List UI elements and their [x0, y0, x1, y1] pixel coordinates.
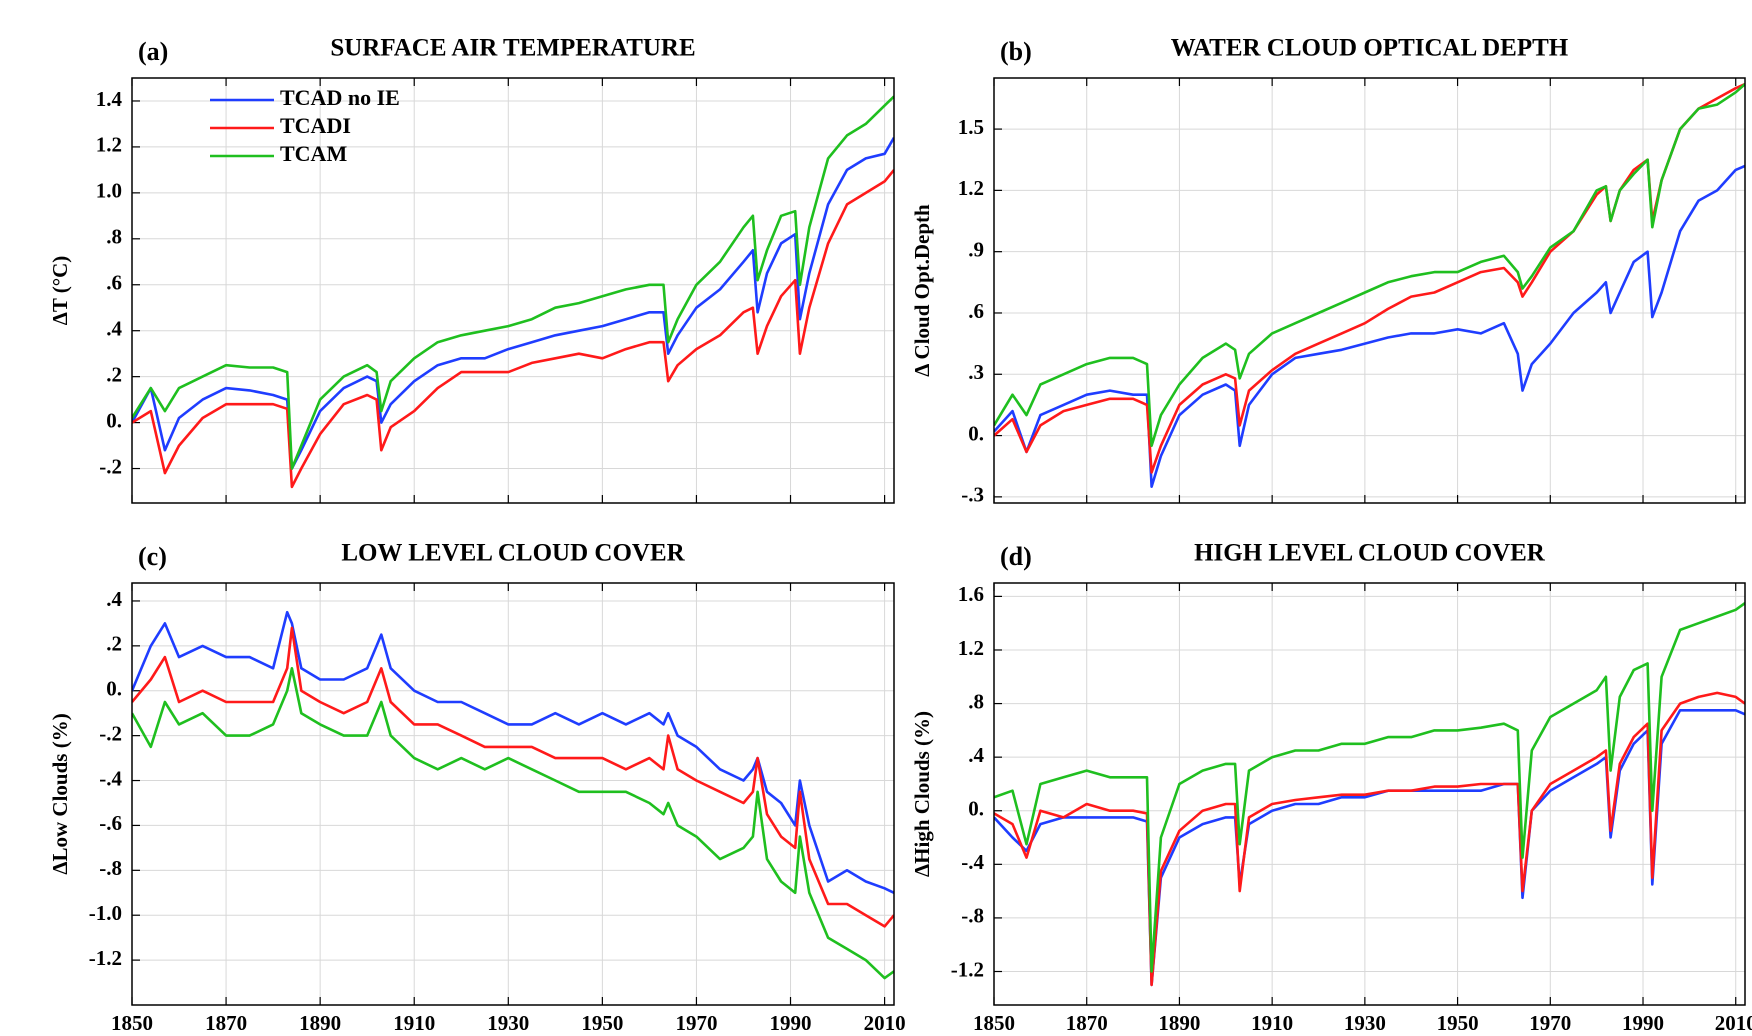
y-tick-label: .4: [106, 317, 122, 341]
chart-title: HIGH LEVEL CLOUD COVER: [1194, 540, 1546, 567]
y-tick-label: .9: [968, 237, 984, 261]
x-tick-label: 1950: [581, 1011, 623, 1035]
series-group: [994, 602, 1745, 987]
y-tick-label: -.4: [99, 766, 122, 790]
series-group: [994, 82, 1745, 488]
x-tick-label: 1870: [1066, 1011, 1108, 1035]
y-tick-label: -.4: [961, 850, 984, 874]
x-tick-label: 1910: [1251, 1011, 1293, 1035]
x-tick-label: 2010: [1715, 1011, 1752, 1035]
y-tick-label: .8: [106, 225, 122, 249]
y-tick-label: -1.2: [951, 957, 984, 981]
plot-frame: [131, 582, 895, 1006]
x-tick-label: 1870: [205, 1011, 247, 1035]
y-tick-label: 1.0: [96, 179, 122, 203]
x-tick-label: 1990: [770, 1011, 812, 1035]
x-tick-label: 1970: [1529, 1011, 1571, 1035]
y-axis-label: Δ Cloud Opt.Depth: [910, 204, 934, 377]
data-line: [132, 626, 894, 928]
y-tick-label: .6: [106, 271, 122, 295]
data-line: [994, 164, 1745, 488]
panel: -1.2 -1.0 -.8 -.6 -.4 -.2 0. .2 .4 1850 1870 1890 19…: [48, 540, 906, 1035]
y-tick-label: 1.5: [958, 115, 984, 139]
plot-frame: [131, 77, 895, 504]
y-tick-label: -.2: [99, 721, 122, 745]
legend-label: TCAD no IE: [280, 85, 400, 110]
data-line: [994, 83, 1745, 448]
y-tick-label: .3: [968, 360, 984, 384]
y-tick-label: -.6: [99, 811, 122, 835]
series-group: [132, 610, 894, 980]
x-tick-label: 1970: [675, 1011, 717, 1035]
y-tick-label: 1.2: [958, 176, 984, 200]
x-tick-label: 1850: [111, 1011, 153, 1035]
x-tick-label: 1950: [1437, 1011, 1479, 1035]
panel: -.2 0. .2 .4 .6 .8 1.0 1.2 1.4 (a) SURFACE AIR TEM…: [48, 35, 895, 504]
y-axis-label: ΔT (°C): [48, 256, 72, 326]
chart-title: LOW LEVEL CLOUD COVER: [341, 540, 685, 567]
y-tick-label: .6: [968, 299, 984, 323]
panel-label: (c): [138, 542, 167, 571]
panel: -1.2 -.8 -.4 0. .4 .8 1.2 1.6 1850 1870 1890 1910 19…: [910, 540, 1752, 1035]
x-tick-label: 1910: [393, 1011, 435, 1035]
panel: -.3 0. .3 .6 .9 1.2 1.5 (b) WATER CLOUD OPTICAL …: [910, 35, 1746, 507]
legend-label: TCADI: [280, 113, 351, 138]
data-line: [132, 95, 894, 470]
data-line: [132, 610, 894, 894]
y-tick-label: -1.2: [89, 946, 122, 970]
x-tick-label: 1890: [299, 1011, 341, 1035]
plot-frame: [993, 582, 1746, 1006]
data-line: [994, 602, 1745, 973]
panel-label: (d): [1000, 542, 1032, 571]
y-axis-label: ΔLow Clouds (%): [48, 713, 72, 874]
y-axis-label: ΔHigh Clouds (%): [910, 711, 934, 877]
data-line: [132, 137, 894, 470]
y-tick-label: .2: [106, 362, 122, 386]
x-tick-label: 1930: [487, 1011, 529, 1035]
y-tick-label: 0.: [106, 408, 122, 432]
y-tick-label: 0.: [106, 677, 122, 701]
y-tick-label: -.8: [99, 856, 122, 880]
data-line: [994, 691, 1745, 987]
data-line: [132, 667, 894, 980]
y-tick-label: -.3: [961, 483, 984, 507]
chart-title: WATER CLOUD OPTICAL DEPTH: [1171, 35, 1569, 62]
y-tick-label: -.2: [99, 454, 122, 478]
panel-label: (a): [138, 37, 168, 66]
data-line: [994, 709, 1745, 987]
x-tick-label: 1850: [973, 1011, 1015, 1035]
x-tick-label: 2010: [864, 1011, 906, 1035]
y-tick-label: .4: [106, 587, 122, 611]
y-tick-label: 0.: [968, 421, 984, 445]
y-tick-label: .2: [106, 632, 122, 656]
x-tick-label: 1890: [1158, 1011, 1200, 1035]
legend-label: TCAM: [280, 141, 347, 166]
y-tick-label: 1.2: [958, 636, 984, 660]
data-line: [994, 82, 1745, 474]
y-tick-label: 0.: [968, 797, 984, 821]
x-tick-label: 1930: [1344, 1011, 1386, 1035]
panel-label: (b): [1000, 37, 1032, 66]
y-tick-label: .4: [968, 743, 984, 767]
y-tick-label: .8: [968, 689, 984, 713]
y-tick-label: -1.0: [89, 901, 122, 925]
x-tick-label: 1990: [1622, 1011, 1664, 1035]
chart-title: SURFACE AIR TEMPERATURE: [330, 35, 695, 62]
y-tick-label: -.8: [961, 904, 984, 928]
data-line: [132, 169, 894, 489]
y-tick-label: 1.2: [96, 133, 122, 157]
y-tick-label: 1.4: [96, 87, 123, 111]
series-group: [132, 95, 894, 489]
y-tick-label: 1.6: [958, 582, 984, 606]
plot-frame: [993, 77, 1746, 504]
